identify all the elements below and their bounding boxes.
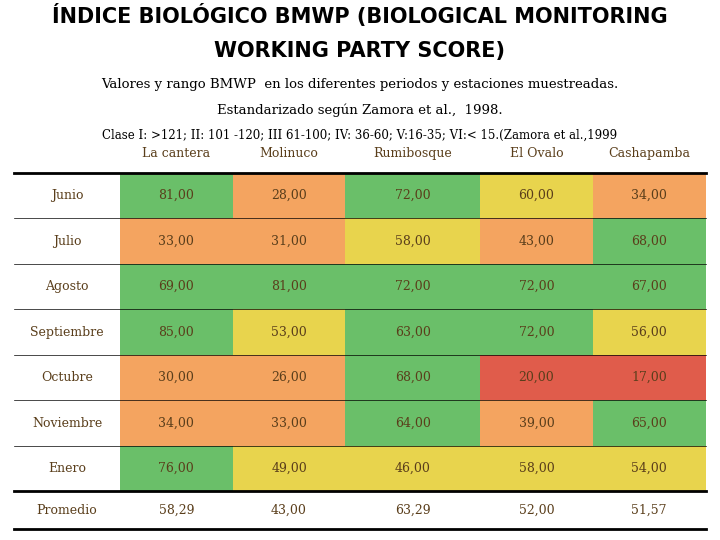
Bar (233, 309, 346, 355)
Text: 58,00: 58,00 (518, 462, 554, 475)
Bar (346, 264, 480, 309)
Bar (346, 309, 480, 355)
Text: Rumibosque: Rumibosque (374, 147, 452, 160)
Text: 67,00: 67,00 (631, 280, 667, 293)
Text: El Ovalo: El Ovalo (510, 147, 563, 160)
Text: 72,00: 72,00 (518, 326, 554, 339)
Bar (593, 355, 706, 400)
Text: 20,00: 20,00 (518, 371, 554, 384)
Text: 68,00: 68,00 (631, 235, 667, 248)
Bar (593, 218, 706, 264)
Text: Julio: Julio (53, 235, 81, 248)
Bar (346, 218, 480, 264)
Bar (480, 264, 593, 309)
Text: 64,00: 64,00 (395, 416, 431, 429)
Bar (593, 446, 706, 491)
Text: La cantera: La cantera (143, 147, 210, 160)
Text: 39,00: 39,00 (518, 416, 554, 429)
Text: Agosto: Agosto (45, 280, 89, 293)
Bar (120, 218, 233, 264)
Bar (120, 309, 233, 355)
Text: Noviembre: Noviembre (32, 416, 102, 429)
Text: 34,00: 34,00 (158, 416, 194, 429)
Bar (593, 264, 706, 309)
Bar (593, 173, 706, 218)
Bar (233, 355, 346, 400)
Text: Octubre: Octubre (41, 371, 93, 384)
Text: 85,00: 85,00 (158, 326, 194, 339)
Bar (120, 173, 233, 218)
Text: Valores y rango BMWP  en los diferentes periodos y estaciones muestreadas.: Valores y rango BMWP en los diferentes p… (102, 78, 618, 91)
Bar (120, 400, 233, 446)
Text: 51,57: 51,57 (631, 504, 667, 517)
Text: 17,00: 17,00 (631, 371, 667, 384)
Text: 33,00: 33,00 (158, 235, 194, 248)
Bar (480, 446, 593, 491)
Text: Estandarizado según Zamora et al.,  1998.: Estandarizado según Zamora et al., 1998. (217, 104, 503, 117)
Text: 72,00: 72,00 (518, 280, 554, 293)
Bar (346, 446, 480, 491)
Text: 53,00: 53,00 (271, 326, 307, 339)
Text: 54,00: 54,00 (631, 462, 667, 475)
Bar (480, 218, 593, 264)
Bar (346, 173, 480, 218)
Bar (233, 400, 346, 446)
Text: 76,00: 76,00 (158, 462, 194, 475)
Text: 68,00: 68,00 (395, 371, 431, 384)
Text: 60,00: 60,00 (518, 189, 554, 202)
Bar (120, 264, 233, 309)
Bar (120, 446, 233, 491)
Text: 63,00: 63,00 (395, 326, 431, 339)
Text: 49,00: 49,00 (271, 462, 307, 475)
Text: 72,00: 72,00 (395, 189, 431, 202)
Text: ÍNDICE BIOLÓGICO BMWP (BIOLOGICAL MONITORING: ÍNDICE BIOLÓGICO BMWP (BIOLOGICAL MONITO… (52, 4, 668, 27)
Bar (480, 173, 593, 218)
Bar (120, 355, 233, 400)
Text: 72,00: 72,00 (395, 280, 431, 293)
Text: 58,29: 58,29 (158, 504, 194, 517)
Bar (480, 309, 593, 355)
Bar (233, 173, 346, 218)
Bar (346, 400, 480, 446)
Bar (233, 218, 346, 264)
Text: Enero: Enero (48, 462, 86, 475)
Bar (480, 355, 593, 400)
Text: 63,29: 63,29 (395, 504, 431, 517)
Text: 69,00: 69,00 (158, 280, 194, 293)
Text: 52,00: 52,00 (518, 504, 554, 517)
Text: 34,00: 34,00 (631, 189, 667, 202)
Text: 65,00: 65,00 (631, 416, 667, 429)
Text: 28,00: 28,00 (271, 189, 307, 202)
Text: 31,00: 31,00 (271, 235, 307, 248)
Text: Junio: Junio (51, 189, 84, 202)
Text: Promedio: Promedio (37, 504, 97, 517)
Text: 43,00: 43,00 (271, 504, 307, 517)
Text: 30,00: 30,00 (158, 371, 194, 384)
Bar (593, 400, 706, 446)
Text: 33,00: 33,00 (271, 416, 307, 429)
Bar (233, 264, 346, 309)
Text: 56,00: 56,00 (631, 326, 667, 339)
Text: Molinuco: Molinuco (260, 147, 318, 160)
Text: 43,00: 43,00 (518, 235, 554, 248)
Text: Septiembre: Septiembre (30, 326, 104, 339)
Bar (593, 309, 706, 355)
Text: 26,00: 26,00 (271, 371, 307, 384)
Text: Clase I: >121; II: 101 -120; III 61-100; IV: 36-60; V:16-35; VI:< 15.(Zamora et : Clase I: >121; II: 101 -120; III 61-100;… (102, 129, 618, 141)
Text: 81,00: 81,00 (158, 189, 194, 202)
Text: WORKING PARTY SCORE): WORKING PARTY SCORE) (215, 42, 505, 62)
Bar (480, 400, 593, 446)
Text: 46,00: 46,00 (395, 462, 431, 475)
Text: 81,00: 81,00 (271, 280, 307, 293)
Text: Cashapamba: Cashapamba (608, 147, 690, 160)
Bar (346, 355, 480, 400)
Text: 58,00: 58,00 (395, 235, 431, 248)
Bar (233, 446, 346, 491)
